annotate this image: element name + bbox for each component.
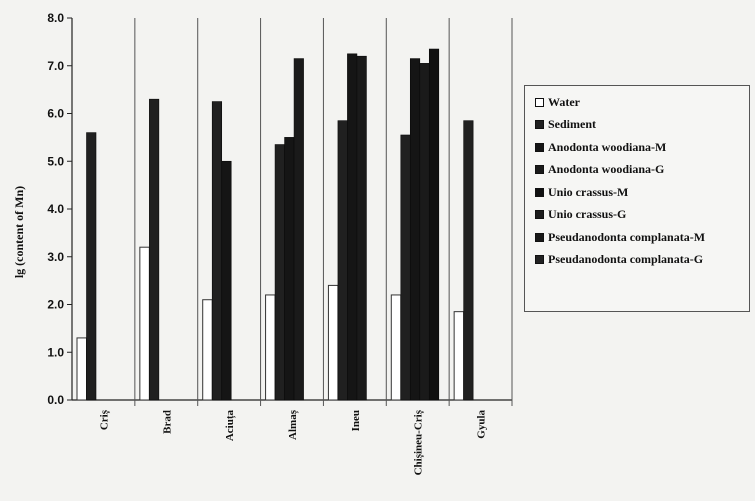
legend-entry: Water: [535, 91, 749, 114]
bar-sediment: [274, 144, 285, 401]
legend-label: Anodonta woodiana-G: [548, 162, 665, 177]
bar-sediment: [400, 134, 411, 401]
bar-sediment: [211, 101, 223, 401]
legend: Water Sediment Anodonta woodiana-M Anodonta…: [524, 85, 750, 312]
legend-entry: Anodonta woodiana-G: [535, 159, 749, 182]
bar-sediment: [86, 132, 97, 401]
bar-unio-crassus-m: [428, 48, 440, 401]
legend-label: Anodonta woodiana-M: [548, 139, 667, 154]
legend-swatch: [535, 210, 544, 220]
bar-anodonta-woodiana-m: [409, 58, 421, 401]
legend-swatch: [535, 97, 544, 107]
bar-water: [265, 294, 276, 401]
bar-water: [453, 311, 465, 401]
bar-water: [202, 299, 213, 401]
legend-entry: Pseudanodonta complanata-M: [535, 226, 749, 249]
legend-swatch: [535, 142, 544, 152]
legend-label: Water: [548, 94, 580, 109]
bar-water: [76, 337, 87, 401]
x-tick-label: Aciuța: [224, 410, 236, 442]
legend-entry: Sediment: [535, 114, 749, 137]
legend-swatch: [535, 232, 544, 242]
x-tick-label: Ineu: [350, 410, 362, 431]
y-tick-label: 6.0: [47, 107, 64, 121]
y-tick-label: 0.0: [47, 393, 64, 407]
y-tick-label: 4.0: [47, 202, 64, 216]
x-tick-label: Criș: [98, 409, 110, 430]
legend-entry: Anodonta woodiana-M: [535, 136, 749, 159]
bar-anodonta-woodiana-m: [347, 53, 358, 401]
legend-entry: Pseudanodonta complanata-G: [535, 249, 749, 272]
y-axis-label: lg (content of Mn): [12, 186, 26, 278]
legend-swatch: [535, 120, 544, 130]
bar-water: [390, 294, 402, 401]
y-tick-label: 1.0: [47, 345, 64, 359]
bar-anodonta-woodiana-g: [293, 58, 304, 401]
legend-label: Sediment: [548, 117, 596, 132]
bar-sediment: [337, 120, 348, 401]
bar-water: [139, 246, 150, 401]
bar-anodonta-woodiana-m: [221, 160, 232, 401]
legend-swatch: [535, 187, 544, 197]
legend-label: Pseudanodonta complanata-G: [548, 252, 704, 267]
bar-anodonta-woodiana-m: [284, 137, 295, 401]
legend-label: Unio crassus-M: [548, 184, 629, 199]
legend-swatch: [535, 165, 544, 175]
y-tick-label: 8.0: [47, 11, 64, 25]
y-tick-label: 7.0: [47, 59, 64, 73]
bar-anodonta-woodiana-g: [419, 63, 430, 401]
bar-sediment: [149, 98, 160, 401]
y-tick-label: 5.0: [47, 154, 64, 168]
y-tick-label: 2.0: [47, 298, 64, 312]
legend-label: Unio crassus-G: [548, 207, 627, 222]
bar-water: [327, 284, 339, 401]
plot-area: 0.0 1.0 2.0 3.0 4.0 5.0 6.0 7.0 8.0 Criș Brad Aciuț…: [47, 11, 513, 475]
bar-anodonta-woodiana-g: [356, 55, 367, 401]
bar-sediment: [463, 120, 474, 401]
x-tick-label: Brad: [161, 410, 173, 434]
x-tick-label: Gyula: [476, 410, 488, 439]
legend-entry: Unio crassus-M: [535, 181, 749, 204]
legend-entry: Unio crassus-G: [535, 204, 749, 227]
x-tick-label: Almaș: [287, 409, 299, 440]
legend-swatch: [535, 255, 544, 265]
x-tick-label: Chișineu-Criș: [413, 409, 425, 475]
legend-label: Pseudanodonta complanata-M: [548, 229, 706, 244]
y-tick-label: 3.0: [47, 250, 64, 264]
